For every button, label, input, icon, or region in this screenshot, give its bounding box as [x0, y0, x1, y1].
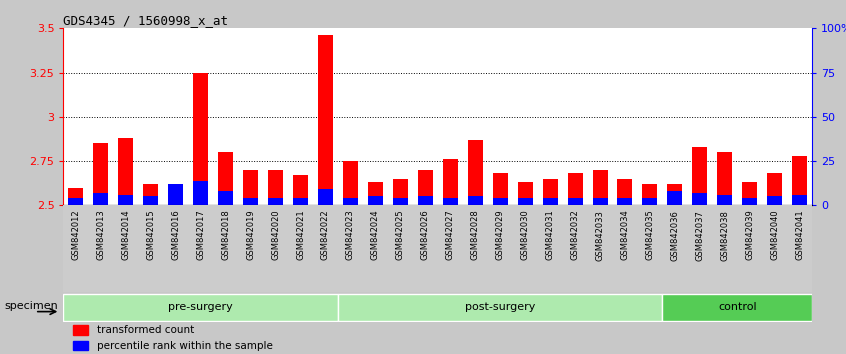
Text: GSM842020: GSM842020	[271, 210, 280, 260]
Bar	[243, 170, 258, 205]
Text: GSM842017: GSM842017	[196, 210, 206, 261]
Text: GSM842041: GSM842041	[795, 210, 805, 260]
Text: GSM842034: GSM842034	[620, 210, 629, 261]
Bar	[468, 196, 483, 205]
Bar	[93, 193, 108, 205]
Text: GSM842037: GSM842037	[695, 210, 705, 261]
Bar	[518, 182, 533, 205]
Bar	[418, 170, 433, 205]
Bar	[442, 198, 458, 205]
Bar	[618, 198, 633, 205]
Text: GSM842013: GSM842013	[96, 210, 106, 261]
Text: GSM842040: GSM842040	[770, 210, 779, 260]
Text: GSM842030: GSM842030	[520, 210, 530, 261]
Text: GSM842016: GSM842016	[171, 210, 180, 261]
Bar	[667, 191, 683, 205]
Text: GSM842025: GSM842025	[396, 210, 405, 260]
Bar	[193, 73, 208, 205]
Bar	[93, 143, 108, 205]
Bar	[168, 193, 184, 205]
Bar	[692, 147, 707, 205]
Bar	[118, 138, 134, 205]
Text: pre-surgery: pre-surgery	[168, 302, 233, 312]
Bar	[293, 175, 308, 205]
Bar	[742, 182, 757, 205]
Bar	[568, 173, 583, 205]
Bar	[518, 198, 533, 205]
Bar	[318, 189, 333, 205]
Bar	[69, 198, 84, 205]
Text: GSM842014: GSM842014	[121, 210, 130, 260]
Bar	[642, 198, 657, 205]
Bar	[542, 198, 558, 205]
Bar	[717, 195, 733, 205]
Bar	[268, 170, 283, 205]
Text: GSM842027: GSM842027	[446, 210, 455, 261]
Bar	[143, 184, 158, 205]
Text: GSM842036: GSM842036	[670, 210, 679, 261]
Text: GSM842022: GSM842022	[321, 210, 330, 260]
Text: GSM842018: GSM842018	[221, 210, 230, 261]
Text: specimen: specimen	[4, 301, 58, 310]
Text: GSM842039: GSM842039	[745, 210, 755, 261]
Text: GSM842029: GSM842029	[496, 210, 505, 260]
Bar	[193, 181, 208, 205]
Text: GSM842023: GSM842023	[346, 210, 355, 261]
Bar	[118, 195, 134, 205]
Bar	[642, 184, 657, 205]
Bar	[243, 198, 258, 205]
Bar	[542, 179, 558, 205]
Bar	[592, 198, 607, 205]
Bar	[69, 188, 84, 205]
Bar	[692, 193, 707, 205]
Bar	[717, 152, 733, 205]
Text: control: control	[718, 302, 756, 312]
Bar	[492, 198, 508, 205]
Text: GSM842012: GSM842012	[71, 210, 80, 260]
Bar	[792, 156, 807, 205]
Bar	[218, 191, 233, 205]
Bar	[63, 293, 338, 321]
Text: GSM842038: GSM842038	[720, 210, 729, 261]
Bar	[268, 198, 283, 205]
Bar	[418, 196, 433, 205]
Text: GSM842032: GSM842032	[570, 210, 580, 261]
Bar	[568, 198, 583, 205]
Text: GSM842024: GSM842024	[371, 210, 380, 260]
Bar	[742, 198, 757, 205]
Bar	[343, 161, 358, 205]
Text: GSM842028: GSM842028	[470, 210, 480, 261]
Bar	[143, 196, 158, 205]
Bar	[618, 179, 633, 205]
Bar	[592, 170, 607, 205]
Bar	[168, 184, 184, 205]
Bar	[468, 140, 483, 205]
Text: GSM842033: GSM842033	[596, 210, 605, 261]
Text: GSM842035: GSM842035	[645, 210, 655, 261]
Legend: transformed count, percentile rank within the sample: transformed count, percentile rank withi…	[69, 321, 277, 354]
Bar	[393, 198, 408, 205]
Bar	[318, 35, 333, 205]
Bar	[667, 184, 683, 205]
Bar	[393, 179, 408, 205]
Bar	[368, 196, 383, 205]
Text: GSM842019: GSM842019	[246, 210, 255, 260]
Bar	[338, 293, 662, 321]
Text: post-surgery: post-surgery	[465, 302, 536, 312]
Bar	[218, 152, 233, 205]
Bar	[792, 195, 807, 205]
Bar	[293, 198, 308, 205]
Bar	[343, 198, 358, 205]
Bar	[767, 173, 783, 205]
Text: GSM842015: GSM842015	[146, 210, 156, 260]
Text: GSM842031: GSM842031	[546, 210, 555, 261]
Bar	[368, 182, 383, 205]
Text: GSM842021: GSM842021	[296, 210, 305, 260]
Bar	[662, 293, 812, 321]
Text: GDS4345 / 1560998_x_at: GDS4345 / 1560998_x_at	[63, 14, 228, 27]
Text: GSM842026: GSM842026	[420, 210, 430, 261]
Bar	[442, 159, 458, 205]
Bar	[767, 196, 783, 205]
Bar	[492, 173, 508, 205]
